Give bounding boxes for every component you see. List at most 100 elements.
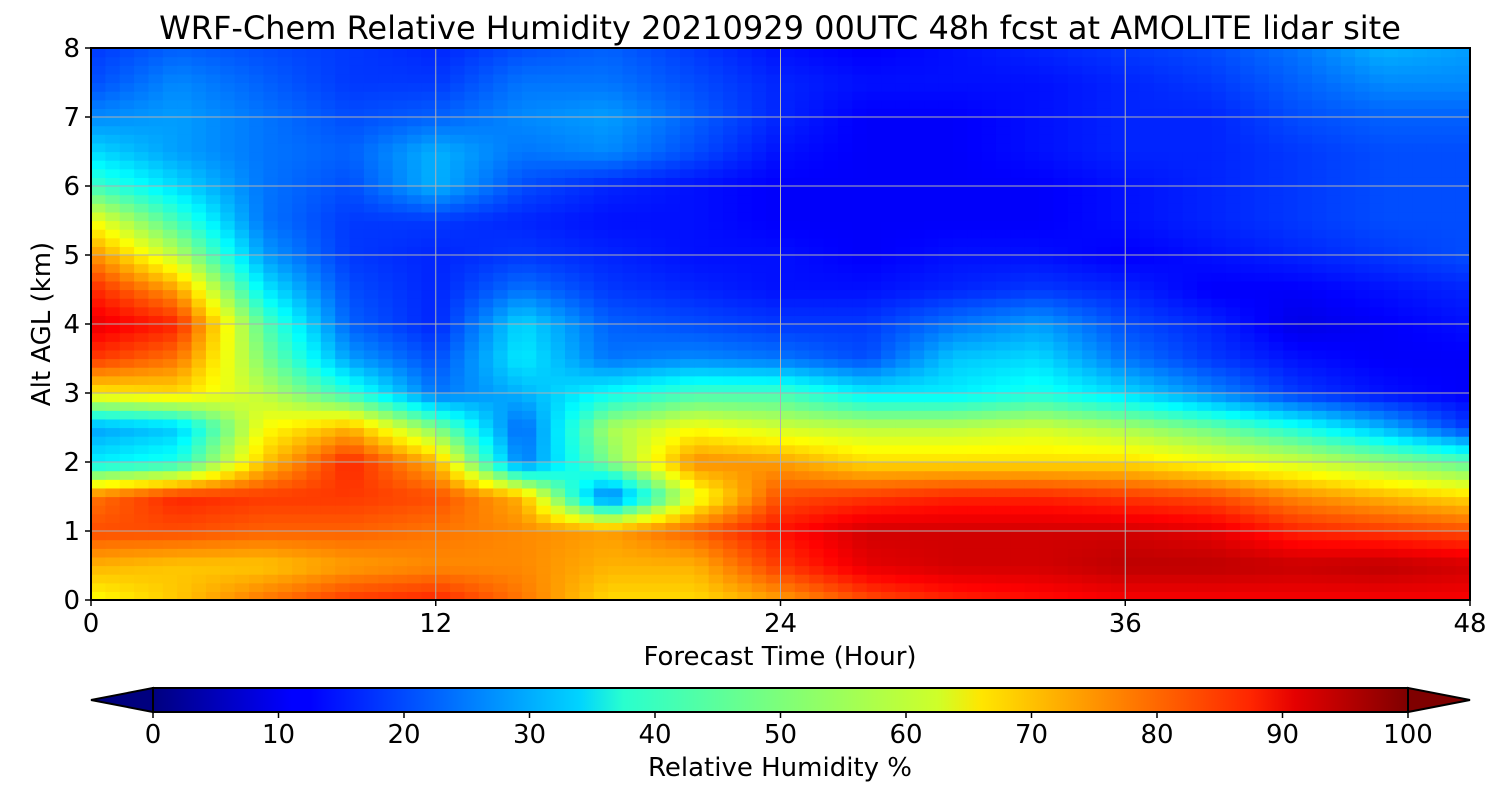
heatmap-cell: [852, 203, 868, 213]
heatmap-cell: [1067, 177, 1083, 187]
heatmap-cell: [1240, 203, 1256, 213]
heatmap-cell: [1240, 324, 1256, 334]
heatmap-cell: [378, 565, 394, 575]
heatmap-cell: [249, 462, 264, 472]
heatmap-cell: [1254, 315, 1270, 325]
heatmap-cell: [1268, 186, 1284, 196]
heatmap-cell: [794, 246, 810, 256]
heatmap-cell: [1268, 574, 1284, 584]
heatmap-cell: [263, 237, 279, 247]
heatmap-cell: [967, 384, 983, 394]
heatmap-cell: [780, 393, 796, 403]
heatmap-cell: [723, 496, 738, 506]
heatmap-cell: [320, 358, 336, 368]
heatmap-cell: [1125, 556, 1141, 567]
heatmap-cell: [708, 384, 724, 394]
heatmap-cell: [550, 591, 566, 600]
heatmap-cell: [1383, 229, 1399, 239]
heatmap-cell: [837, 427, 853, 437]
heatmap-cell: [220, 548, 236, 558]
heatmap-cell: [1168, 496, 1184, 506]
heatmap-cell: [177, 349, 193, 360]
heatmap-cell: [1225, 479, 1241, 489]
heatmap-cell: [335, 479, 351, 489]
heatmap-cell: [809, 556, 825, 567]
heatmap-cell: [780, 177, 796, 187]
heatmap-cell: [249, 358, 264, 368]
heatmap-cell: [995, 237, 1011, 247]
heatmap-cell: [320, 470, 336, 480]
heatmap-cell: [981, 246, 997, 256]
heatmap-cell: [737, 522, 753, 532]
heatmap-cell: [694, 168, 710, 178]
heatmap-cell: [1096, 263, 1112, 273]
heatmap-cell: [507, 513, 523, 523]
heatmap-cell: [909, 574, 925, 584]
heatmap-cell: [407, 565, 422, 575]
heatmap-cell: [493, 349, 509, 360]
heatmap-cell: [1197, 151, 1213, 161]
heatmap-cell: [794, 436, 810, 446]
heatmap-cell: [995, 556, 1011, 567]
heatmap-cell: [1139, 375, 1155, 385]
heatmap-cell: [464, 582, 480, 592]
heatmap-cell: [938, 539, 954, 549]
heatmap-cell: [1426, 211, 1442, 222]
heatmap-cell: [766, 298, 782, 308]
heatmap-cell: [694, 211, 710, 222]
heatmap-cell: [651, 582, 667, 592]
heatmap-cell: [91, 453, 106, 463]
heatmap-cell: [234, 246, 250, 256]
heatmap-cell: [924, 582, 940, 592]
heatmap-cell: [1225, 358, 1241, 368]
heatmap-cell: [191, 237, 207, 247]
heatmap-cell: [636, 211, 652, 222]
heatmap-cell: [579, 324, 595, 334]
heatmap-cell: [1211, 487, 1227, 498]
heatmap-cell: [320, 427, 336, 437]
heatmap-cell: [335, 160, 351, 170]
heatmap-cell: [909, 462, 925, 472]
heatmap-cell: [1182, 384, 1198, 394]
heatmap-cell: [292, 289, 308, 299]
heatmap-cell: [579, 401, 595, 411]
heatmap-cell: [1254, 427, 1270, 437]
heatmap-cell: [1010, 496, 1026, 506]
heatmap-cell: [378, 556, 394, 567]
heatmap-cell: [536, 160, 552, 170]
heatmap-cell: [1311, 272, 1327, 282]
heatmap-cell: [1426, 522, 1442, 532]
heatmap-cell: [162, 470, 178, 480]
heatmap-cell: [1096, 280, 1112, 291]
heatmap-cell: [464, 548, 480, 558]
heatmap-cell: [708, 444, 724, 454]
heatmap-cell: [349, 462, 365, 472]
heatmap-cell: [780, 160, 796, 170]
heatmap-cell: [335, 582, 351, 592]
heatmap-cell: [292, 203, 308, 213]
heatmap-cell: [579, 255, 595, 265]
heatmap-cell: [119, 531, 135, 541]
heatmap-cell: [737, 177, 753, 187]
heatmap-cell: [1426, 324, 1442, 334]
heatmap-cell: [320, 496, 336, 506]
heatmap-cell: [450, 548, 466, 558]
heatmap-cell: [1398, 263, 1414, 273]
heatmap-cell: [392, 324, 408, 334]
heatmap-cell: [234, 565, 250, 575]
heatmap-cell: [277, 582, 293, 592]
heatmap-cell: [205, 151, 221, 161]
heatmap-cell: [852, 462, 868, 472]
heatmap-cell: [967, 349, 983, 360]
heatmap-cell: [651, 496, 667, 506]
heatmap-cell: [1426, 151, 1442, 161]
heatmap-cell: [407, 556, 422, 567]
heatmap-cell: [1024, 470, 1040, 480]
heatmap-cell: [708, 160, 724, 170]
heatmap-cell: [794, 280, 810, 291]
heatmap-cell: [1240, 151, 1256, 161]
heatmap-cell: [349, 591, 365, 600]
heatmap-cell: [837, 272, 853, 282]
heatmap-cell: [852, 289, 868, 299]
